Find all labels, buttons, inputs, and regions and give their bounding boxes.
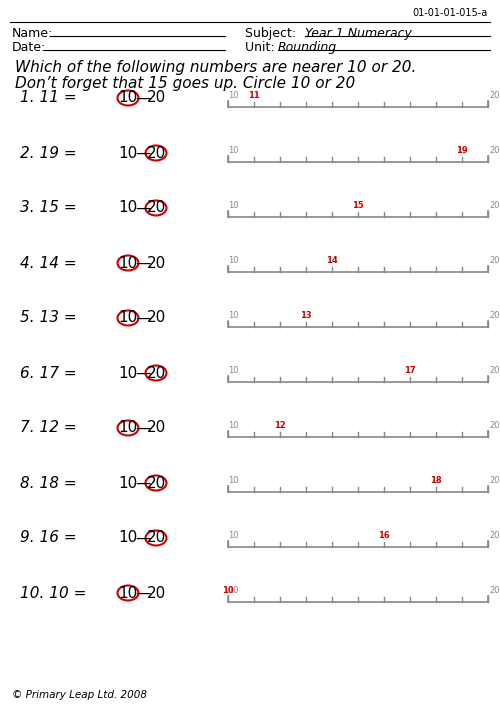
- Text: 10: 10: [118, 91, 138, 105]
- Text: 8. 18 =: 8. 18 =: [20, 476, 76, 491]
- Text: 20: 20: [146, 311, 166, 326]
- Text: 20: 20: [146, 421, 166, 435]
- Text: 01-01-01-015-a: 01-01-01-015-a: [413, 8, 488, 18]
- Text: Year 1 Numeracy: Year 1 Numeracy: [305, 27, 412, 40]
- Text: 10: 10: [228, 476, 238, 485]
- Text: 6. 17 =: 6. 17 =: [20, 365, 76, 380]
- Text: 1. 11 =: 1. 11 =: [20, 91, 76, 105]
- Text: Name:: Name:: [12, 27, 53, 40]
- Text: 12: 12: [274, 421, 286, 430]
- Text: —: —: [136, 256, 150, 270]
- Text: —: —: [136, 200, 150, 215]
- Text: 20: 20: [146, 476, 166, 491]
- Text: —: —: [136, 365, 150, 380]
- Text: 20: 20: [489, 201, 500, 210]
- Text: 10: 10: [118, 421, 138, 435]
- Text: 18: 18: [430, 476, 442, 485]
- Text: 10: 10: [228, 91, 238, 100]
- Text: 14: 14: [326, 256, 338, 265]
- Text: 10: 10: [228, 256, 238, 265]
- Text: 20: 20: [489, 146, 500, 155]
- Text: 11: 11: [248, 91, 260, 100]
- Text: 20: 20: [146, 91, 166, 105]
- Text: 20: 20: [489, 366, 500, 375]
- Text: 10: 10: [228, 586, 238, 595]
- Text: Don’t forget that 15 goes up. Circle 10 or 20: Don’t forget that 15 goes up. Circle 10 …: [15, 76, 355, 91]
- Text: 19: 19: [456, 146, 468, 155]
- Text: 20: 20: [146, 146, 166, 161]
- Text: 20: 20: [146, 586, 166, 600]
- Text: 15: 15: [352, 201, 364, 210]
- Text: 10: 10: [118, 311, 138, 326]
- Text: 10: 10: [118, 586, 138, 600]
- Text: © Primary Leap Ltd. 2008: © Primary Leap Ltd. 2008: [12, 690, 147, 700]
- Text: 20: 20: [489, 256, 500, 265]
- Text: —: —: [136, 476, 150, 491]
- Text: 10: 10: [228, 366, 238, 375]
- Text: —: —: [136, 91, 150, 105]
- Text: 10: 10: [118, 476, 138, 491]
- Text: 10: 10: [228, 531, 238, 540]
- Text: Date:: Date:: [12, 41, 46, 54]
- Text: 20: 20: [489, 476, 500, 485]
- Text: 20: 20: [489, 586, 500, 595]
- Text: 10: 10: [228, 146, 238, 155]
- Text: 20: 20: [146, 256, 166, 270]
- Text: 10: 10: [118, 146, 138, 161]
- Text: 20: 20: [146, 200, 166, 215]
- Text: 9. 16 =: 9. 16 =: [20, 530, 76, 545]
- Text: 10: 10: [118, 530, 138, 545]
- Text: 20: 20: [146, 530, 166, 545]
- Text: 10: 10: [118, 256, 138, 270]
- Text: 10: 10: [228, 201, 238, 210]
- Text: 16: 16: [378, 531, 390, 540]
- Text: —: —: [136, 586, 150, 600]
- Text: 20: 20: [489, 311, 500, 320]
- Text: 10: 10: [118, 200, 138, 215]
- Text: 10: 10: [228, 421, 238, 430]
- Text: 13: 13: [300, 311, 312, 320]
- Text: —: —: [136, 530, 150, 545]
- Text: 4. 14 =: 4. 14 =: [20, 256, 76, 270]
- Text: 20: 20: [489, 421, 500, 430]
- Text: 10. 10 =: 10. 10 =: [20, 586, 86, 600]
- Text: Which of the following numbers are nearer 10 or 20.: Which of the following numbers are neare…: [15, 60, 416, 75]
- Text: Unit:: Unit:: [245, 41, 278, 54]
- Text: 2. 19 =: 2. 19 =: [20, 146, 76, 161]
- Text: 17: 17: [404, 366, 416, 375]
- Text: 10: 10: [228, 311, 238, 320]
- Text: 7. 12 =: 7. 12 =: [20, 421, 76, 435]
- Text: —: —: [136, 146, 150, 161]
- Text: 5. 13 =: 5. 13 =: [20, 311, 76, 326]
- Text: —: —: [136, 311, 150, 326]
- Text: —: —: [136, 421, 150, 435]
- Text: 3. 15 =: 3. 15 =: [20, 200, 76, 215]
- Text: 10: 10: [118, 365, 138, 380]
- Text: 20: 20: [489, 531, 500, 540]
- Text: 10: 10: [222, 586, 234, 595]
- Text: 20: 20: [146, 365, 166, 380]
- Text: Subject:: Subject:: [245, 27, 300, 40]
- Text: Rounding: Rounding: [278, 41, 337, 54]
- Text: 20: 20: [489, 91, 500, 100]
